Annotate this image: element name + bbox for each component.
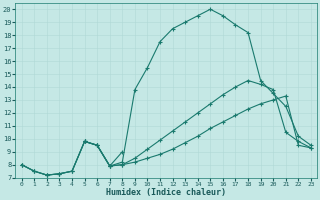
X-axis label: Humidex (Indice chaleur): Humidex (Indice chaleur) (106, 188, 226, 197)
